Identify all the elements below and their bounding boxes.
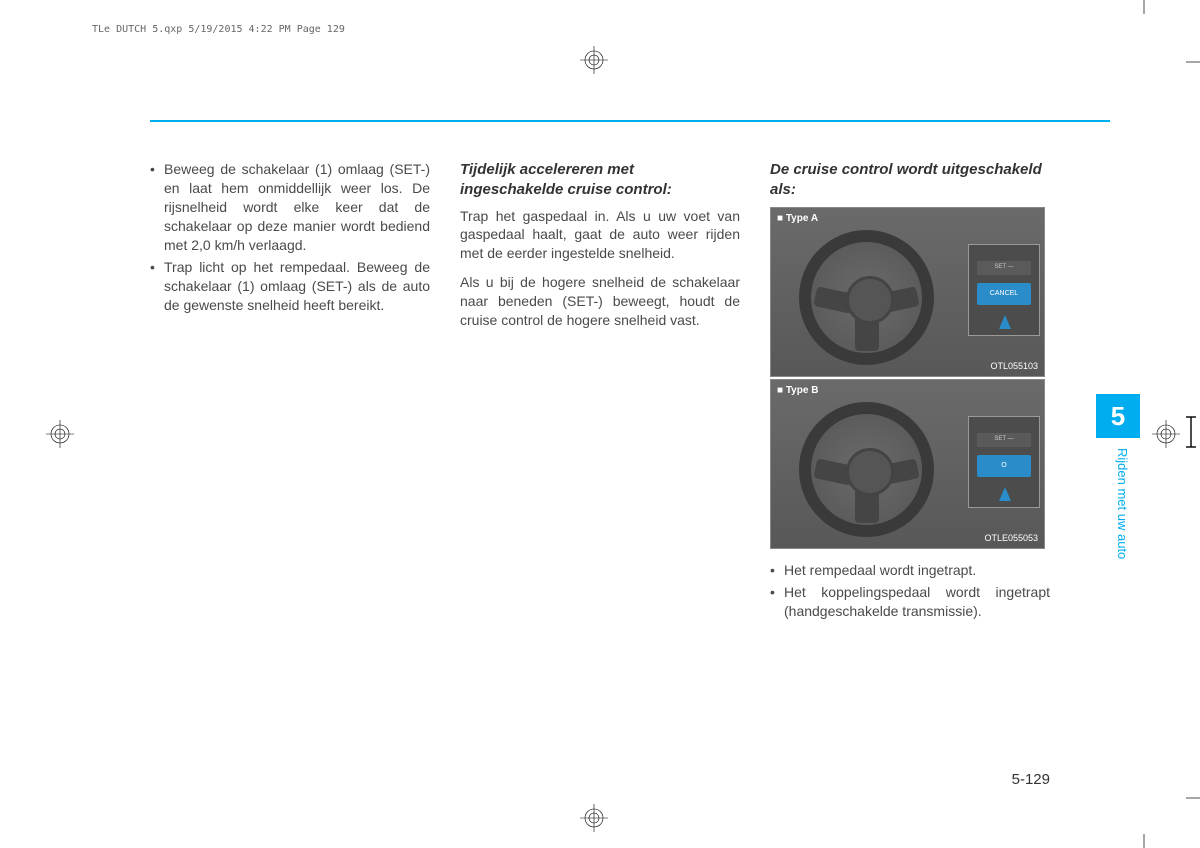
steering-wheel-icon: [799, 230, 934, 365]
reg-mark-left: [46, 420, 74, 448]
set-label: SET —: [977, 261, 1031, 275]
bullet-text: Beweeg de schakelaar (1) omlaag (SET-) e…: [164, 160, 430, 254]
button-inset: SET — O: [968, 416, 1040, 508]
crop-mark-tr2: [1180, 52, 1200, 72]
steering-wheel-icon: [799, 402, 934, 537]
crop-mark-br: [1134, 828, 1154, 848]
list-item: • Het rempedaal wordt ingetrapt.: [770, 561, 1050, 580]
column-1: • Beweeg de schakelaar (1) omlaag (SET-)…: [150, 160, 430, 625]
list-item: • Beweeg de schakelaar (1) omlaag (SET-)…: [150, 160, 430, 254]
arrow-up-icon: [999, 487, 1011, 501]
section-heading: De cruise control wordt uitgeschakeld al…: [770, 160, 1050, 201]
reg-mark-bottom: [580, 804, 608, 832]
figure-type-b: ■ Type B SET — O OTLE055053: [770, 379, 1045, 549]
chapter-number: 5: [1111, 401, 1125, 432]
bullet-icon: •: [150, 160, 164, 254]
section-heading: Tijdelijk accelereren met ingeschakelde …: [460, 160, 740, 201]
bullet-text: Het koppelingspedaal wordt ingetrapt (ha…: [784, 583, 1050, 621]
chapter-title-vertical: Rijden met uw auto: [1115, 448, 1130, 559]
bullet-icon: •: [150, 258, 164, 315]
reg-mark-right: [1152, 420, 1180, 448]
prepress-header: TLe DUTCH 5.qxp 5/19/2015 4:22 PM Page 1…: [92, 24, 345, 35]
arrow-up-icon: [999, 315, 1011, 329]
column-2: Tijdelijk accelereren met ingeschakelde …: [460, 160, 740, 625]
set-label: SET —: [977, 433, 1031, 447]
list-item: • Trap licht op het rempedaal. Beweeg de…: [150, 258, 430, 315]
figure-code: OTLE055053: [984, 532, 1038, 544]
bullet-text: Trap licht op het rempedaal. Beweeg de s…: [164, 258, 430, 315]
figure-code: OTL055103: [990, 360, 1038, 372]
crop-mark-br2: [1180, 788, 1200, 808]
figure-label: ■ Type A: [777, 212, 818, 226]
page-number: 5-129: [1012, 771, 1050, 788]
chapter-tab: 5: [1096, 394, 1140, 438]
column-3: De cruise control wordt uitgeschakeld al…: [770, 160, 1050, 625]
figure-type-a: ■ Type A SET — CANCEL OTL055103: [770, 207, 1045, 377]
paragraph: Als u bij de hogere snelheid de schakela…: [460, 273, 740, 330]
figure-label: ■ Type B: [777, 384, 818, 398]
top-rule: [150, 120, 1110, 122]
reg-mark-top: [580, 46, 608, 74]
paragraph: Trap het gaspedaal in. Als u uw voet van…: [460, 207, 740, 264]
content-columns: • Beweeg de schakelaar (1) omlaag (SET-)…: [150, 160, 1050, 625]
printer-bar-icon: [1184, 412, 1198, 452]
bullet-icon: •: [770, 583, 784, 621]
bullet-icon: •: [770, 561, 784, 580]
button-inset: SET — CANCEL: [968, 244, 1040, 336]
o-button-graphic: O: [977, 455, 1031, 477]
bullet-text: Het rempedaal wordt ingetrapt.: [784, 561, 976, 580]
cancel-button-graphic: CANCEL: [977, 283, 1031, 305]
list-item: • Het koppelingspedaal wordt ingetrapt (…: [770, 583, 1050, 621]
crop-mark-tr: [1134, 0, 1154, 20]
